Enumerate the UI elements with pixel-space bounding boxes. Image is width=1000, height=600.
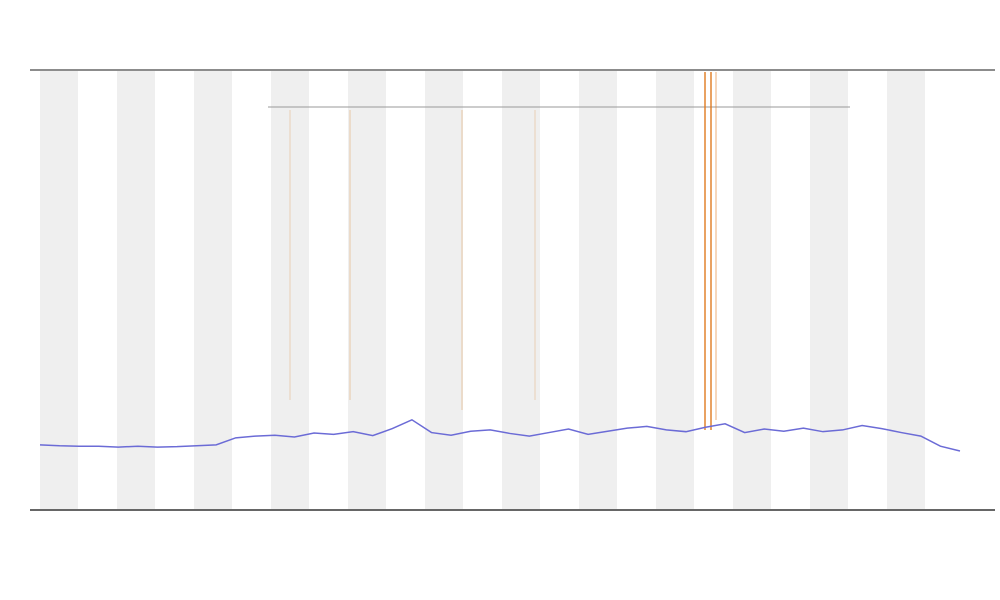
event-markers	[289, 72, 717, 430]
band	[656, 71, 694, 509]
band	[117, 71, 155, 509]
band	[194, 71, 232, 509]
band	[40, 71, 78, 509]
band	[887, 71, 925, 509]
band	[579, 71, 617, 509]
band	[348, 71, 386, 509]
band	[733, 71, 771, 509]
band	[425, 71, 463, 509]
band	[810, 71, 848, 509]
background-bands	[40, 71, 925, 509]
line-series	[39, 418, 961, 452]
band	[502, 71, 540, 509]
